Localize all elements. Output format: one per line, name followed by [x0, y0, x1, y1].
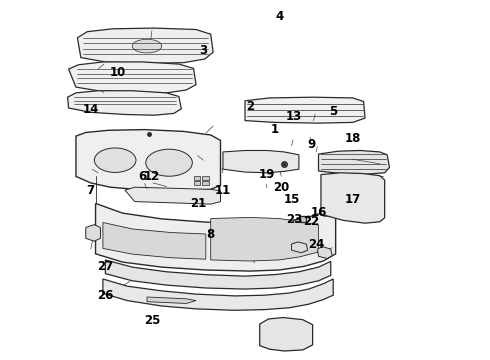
- Polygon shape: [103, 222, 206, 259]
- Text: 4: 4: [275, 10, 283, 23]
- Polygon shape: [211, 217, 318, 261]
- Polygon shape: [76, 130, 220, 191]
- Text: 2: 2: [246, 100, 254, 113]
- Polygon shape: [86, 225, 100, 241]
- Polygon shape: [245, 97, 365, 123]
- Text: 3: 3: [199, 44, 207, 57]
- Polygon shape: [147, 297, 196, 303]
- Text: 23: 23: [286, 213, 302, 226]
- Text: 5: 5: [329, 105, 337, 118]
- Bar: [202, 181, 209, 185]
- Text: 16: 16: [310, 206, 327, 219]
- Bar: [194, 181, 200, 185]
- Text: 1: 1: [270, 123, 278, 136]
- Text: 6: 6: [138, 170, 146, 183]
- Text: 14: 14: [82, 103, 99, 116]
- Polygon shape: [321, 173, 385, 223]
- Polygon shape: [318, 150, 390, 174]
- Text: 24: 24: [308, 238, 324, 251]
- Text: 15: 15: [283, 193, 300, 206]
- Polygon shape: [96, 203, 336, 271]
- Text: 11: 11: [215, 184, 231, 197]
- Text: 7: 7: [87, 184, 95, 197]
- Text: 26: 26: [97, 289, 114, 302]
- Polygon shape: [125, 187, 220, 204]
- Polygon shape: [103, 279, 333, 310]
- Text: 9: 9: [307, 138, 315, 150]
- Ellipse shape: [146, 149, 193, 176]
- Bar: [194, 176, 200, 180]
- Polygon shape: [292, 242, 308, 253]
- Ellipse shape: [132, 39, 162, 53]
- Polygon shape: [77, 28, 213, 63]
- Polygon shape: [318, 247, 332, 258]
- Text: 17: 17: [344, 193, 361, 206]
- Polygon shape: [69, 62, 196, 93]
- Text: 21: 21: [190, 197, 207, 210]
- Text: 20: 20: [273, 181, 290, 194]
- Polygon shape: [68, 91, 181, 115]
- Ellipse shape: [94, 148, 136, 172]
- Text: 12: 12: [144, 170, 160, 183]
- Polygon shape: [260, 318, 313, 351]
- Text: 22: 22: [303, 215, 319, 228]
- Text: 25: 25: [144, 314, 160, 327]
- Text: 18: 18: [344, 132, 361, 145]
- Text: 19: 19: [259, 168, 275, 181]
- Bar: [202, 176, 209, 180]
- Polygon shape: [223, 150, 299, 173]
- Text: 13: 13: [286, 111, 302, 123]
- Text: 8: 8: [207, 228, 215, 240]
- Text: 27: 27: [97, 260, 114, 273]
- Polygon shape: [105, 260, 331, 289]
- Text: 10: 10: [109, 66, 126, 78]
